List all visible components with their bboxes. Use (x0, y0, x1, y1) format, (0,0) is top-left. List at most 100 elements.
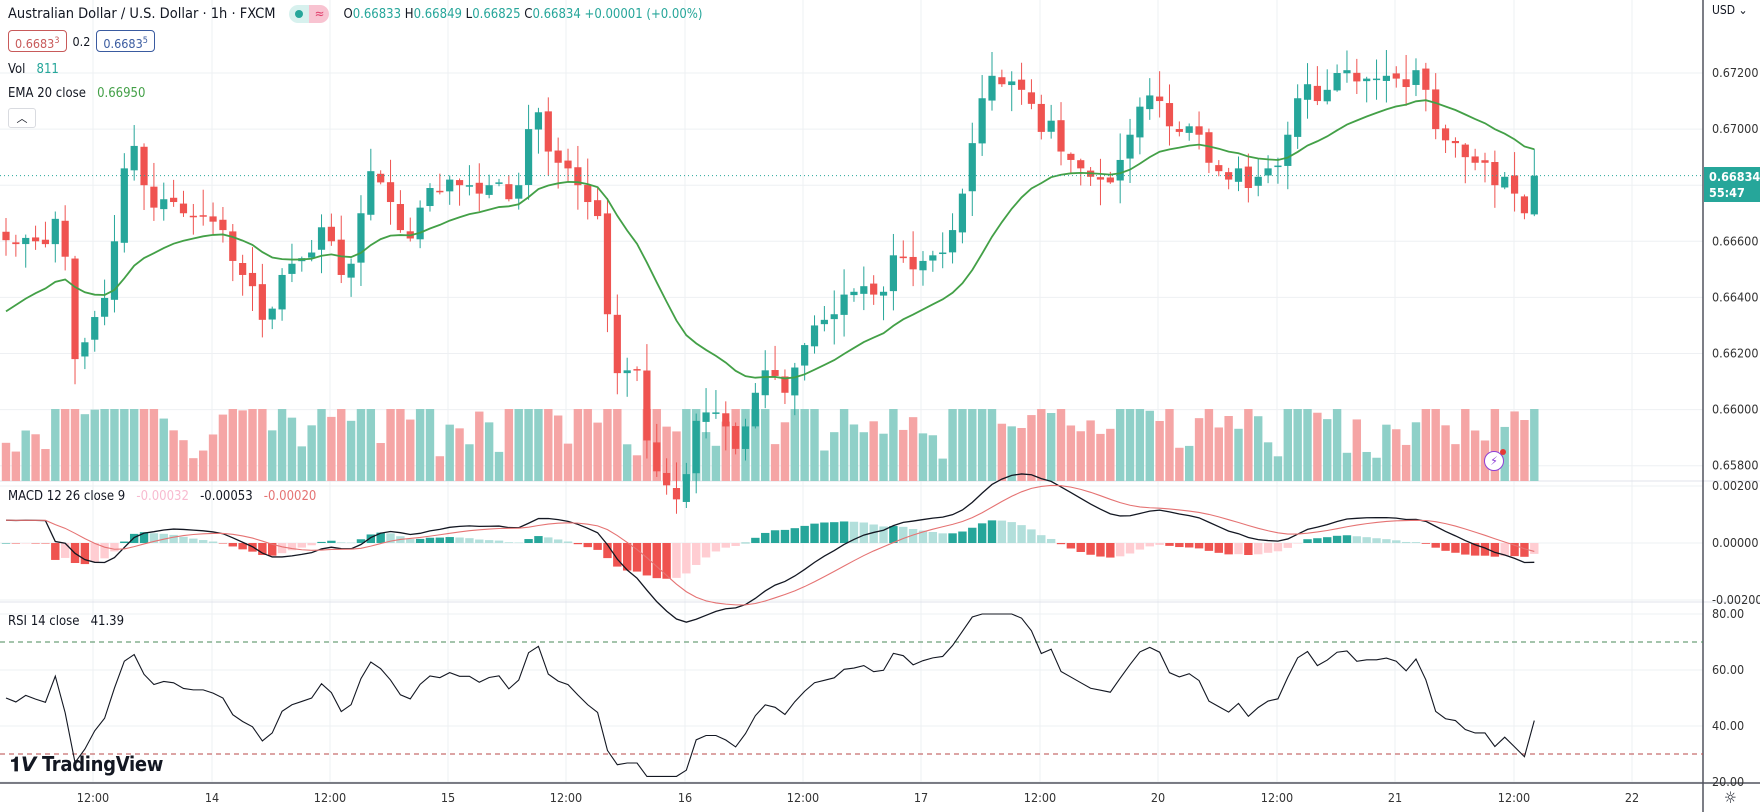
last-price-tag: 0.66834 55:47 (1704, 167, 1760, 202)
macd-histogram-bar (307, 543, 316, 546)
candle-body (722, 413, 730, 427)
macd-histogram-bar (1224, 543, 1233, 555)
macd-histogram-bar (1352, 536, 1362, 543)
ema-value: 0.66950 (97, 86, 146, 101)
macd-histogram-bar (997, 520, 1007, 543)
volume-bar (376, 443, 385, 481)
macd-histogram-bar (337, 542, 346, 543)
volume-bar (997, 423, 1007, 481)
candle-body (781, 376, 789, 393)
time-axis-label: 12:00 (77, 790, 109, 805)
volume-bar (1244, 409, 1253, 481)
macd-histogram-bar (356, 539, 366, 543)
volume-bar (1175, 447, 1184, 481)
collapse-legend-button[interactable]: ︿ (8, 108, 36, 128)
market-open-dot-icon (289, 5, 310, 23)
candle-body (1244, 166, 1252, 189)
rsi-legend[interactable]: RSI 14 close 41.39 (8, 614, 124, 629)
macd-histogram-bar (800, 525, 809, 543)
volume-legend[interactable]: Vol 811 (8, 62, 59, 77)
macd-histogram-bar (1490, 543, 1500, 557)
status-pill[interactable]: ≈ (289, 5, 330, 23)
macd-histogram-bar (1323, 537, 1332, 543)
volume-bar (1115, 409, 1125, 481)
macd-histogram-bar (1283, 543, 1292, 548)
time-axis-label: 21 (1388, 790, 1402, 805)
rsi-axis-label: 80.00 (1712, 606, 1744, 621)
macd-histogram-bar (652, 543, 661, 579)
symbol-title[interactable]: Australian Dollar / U.S. Dollar · 1h · F… (8, 6, 276, 22)
candle-body (712, 412, 720, 414)
candle-body (179, 203, 188, 214)
tradingview-logo[interactable]: 𝟏𝙑 TradingView (10, 752, 163, 776)
volume-bar (1106, 428, 1115, 481)
macd-legend[interactable]: MACD 12 26 close 9 -0.00032 -0.00053 -0.… (8, 489, 316, 504)
candle-body (1047, 120, 1055, 132)
ema-legend[interactable]: EMA 20 close 0.66950 (8, 86, 145, 101)
volume-bar (238, 410, 247, 481)
candle-body (1156, 96, 1164, 102)
macd-histogram-bar (603, 543, 612, 559)
macd-histogram-bar (977, 523, 987, 543)
volume-bar (1066, 425, 1076, 481)
settings-gear-icon[interactable]: ☼ (1724, 788, 1737, 807)
volume-bar (218, 414, 228, 481)
candle-body (1481, 160, 1489, 163)
macd-histogram-bar (918, 530, 928, 543)
volume-bar (465, 444, 474, 481)
macd-histogram-bar (327, 540, 336, 543)
candle-body (219, 219, 227, 231)
candle-body (929, 255, 937, 261)
time-axis-label: 12:00 (787, 790, 819, 805)
volume-bar (1461, 409, 1470, 481)
macd-signal-line (5, 484, 1535, 606)
candle-body (1067, 153, 1075, 160)
buy-button[interactable]: 0.66835 (96, 30, 155, 52)
macd-histogram-bar (1204, 543, 1214, 551)
candle-body (702, 412, 710, 422)
volume-bar (406, 419, 415, 481)
macd-histogram-bar (1096, 543, 1105, 557)
candle-body (899, 256, 907, 259)
candle-body (574, 167, 582, 186)
macd-histogram-bar (1037, 535, 1046, 543)
macd-histogram-bar (287, 543, 297, 551)
macd-histogram-bar (1273, 543, 1283, 552)
volume-bar (849, 424, 859, 481)
volume-bar (1342, 452, 1352, 481)
symbol-legend[interactable]: Australian Dollar / U.S. Dollar · 1h · F… (8, 5, 702, 23)
macd-histogram-bar (366, 534, 376, 543)
macd-histogram-bar (938, 533, 947, 543)
macd-histogram-bar (1382, 539, 1391, 543)
macd-histogram-bar (494, 540, 504, 543)
rsi-line (5, 613, 1535, 777)
volume-bar (780, 422, 790, 481)
macd-histogram-bar (1165, 543, 1174, 546)
macd-histogram-bar (731, 543, 740, 547)
candle-body (1303, 84, 1312, 100)
candle-body (988, 75, 996, 101)
macd-histogram-bar (484, 540, 494, 543)
volume-bar (435, 456, 445, 481)
sell-button[interactable]: 0.66833 (8, 30, 67, 52)
volume-bar (1323, 419, 1332, 481)
candle-body (150, 186, 158, 208)
macd-histogram-bar (908, 529, 918, 543)
candle-body (1175, 129, 1183, 132)
macd-histogram-bar (1175, 543, 1184, 548)
candle-body (189, 215, 197, 218)
volume-bar (346, 420, 356, 481)
delayed-data-wave-icon: ≈ (309, 5, 330, 23)
currency-selector[interactable]: USD ⌄ (1712, 3, 1748, 17)
lightning-icon[interactable]: ⚡ (1484, 449, 1506, 471)
candle-body (1146, 95, 1154, 110)
candle-body (110, 241, 119, 300)
macd-histogram-bar (632, 543, 642, 572)
candle-body (682, 474, 690, 502)
candle-body (613, 314, 621, 374)
volume-bar (60, 409, 70, 481)
candle-body (1333, 73, 1341, 91)
macd-histogram-bar (820, 522, 829, 543)
volume-bar (1086, 420, 1095, 481)
